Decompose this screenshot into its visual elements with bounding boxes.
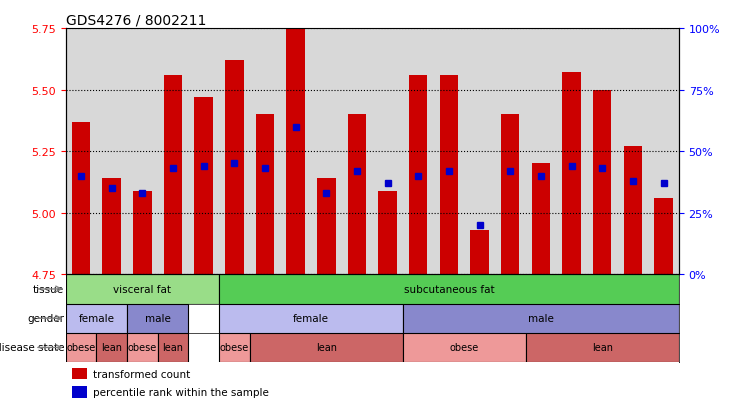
Bar (562, 73, 581, 275)
Text: obese: obese (450, 343, 479, 353)
Bar (286, 29, 305, 275)
Bar (127, 304, 188, 333)
Bar (623, 147, 642, 275)
Bar (219, 304, 403, 333)
Text: lean: lean (163, 343, 183, 353)
Bar (102, 179, 121, 275)
Bar (72, 386, 87, 398)
Bar (501, 115, 520, 275)
Text: lean: lean (592, 343, 612, 353)
Bar (66, 333, 96, 362)
Text: tissue: tissue (33, 284, 64, 294)
Text: obese: obese (66, 343, 96, 353)
Bar (250, 333, 403, 362)
Bar (403, 333, 526, 362)
Bar (219, 333, 250, 362)
Bar (133, 191, 152, 275)
Text: lean: lean (101, 343, 122, 353)
Bar (219, 275, 679, 304)
Bar (409, 76, 428, 275)
Text: visceral fat: visceral fat (113, 284, 172, 294)
Text: disease state: disease state (0, 343, 64, 353)
Bar (127, 333, 158, 362)
Bar (317, 179, 336, 275)
Bar (593, 90, 612, 275)
Text: female: female (78, 313, 115, 323)
Bar (66, 275, 219, 304)
Bar (470, 230, 489, 275)
Text: obese: obese (220, 343, 249, 353)
Text: female: female (293, 313, 329, 323)
Text: subcutaneous fat: subcutaneous fat (404, 284, 494, 294)
Bar (531, 164, 550, 275)
Bar (96, 333, 127, 362)
Bar (66, 304, 127, 333)
Bar (194, 98, 213, 275)
Bar (158, 333, 188, 362)
Text: male: male (528, 313, 554, 323)
Text: percentile rank within the sample: percentile rank within the sample (93, 387, 269, 397)
Text: GDS4276 / 8002211: GDS4276 / 8002211 (66, 14, 206, 28)
Bar (403, 304, 679, 333)
Text: transformed count: transformed count (93, 369, 191, 379)
Bar (526, 333, 679, 362)
Text: male: male (145, 313, 171, 323)
Bar (378, 191, 397, 275)
Bar (72, 368, 87, 380)
Bar (164, 76, 182, 275)
Text: lean: lean (316, 343, 337, 353)
Bar (225, 61, 244, 275)
Bar (255, 115, 274, 275)
Bar (439, 76, 458, 275)
Text: obese: obese (128, 343, 157, 353)
Bar (654, 199, 673, 275)
Bar (347, 115, 366, 275)
Bar (72, 122, 91, 275)
Text: gender: gender (27, 313, 64, 323)
